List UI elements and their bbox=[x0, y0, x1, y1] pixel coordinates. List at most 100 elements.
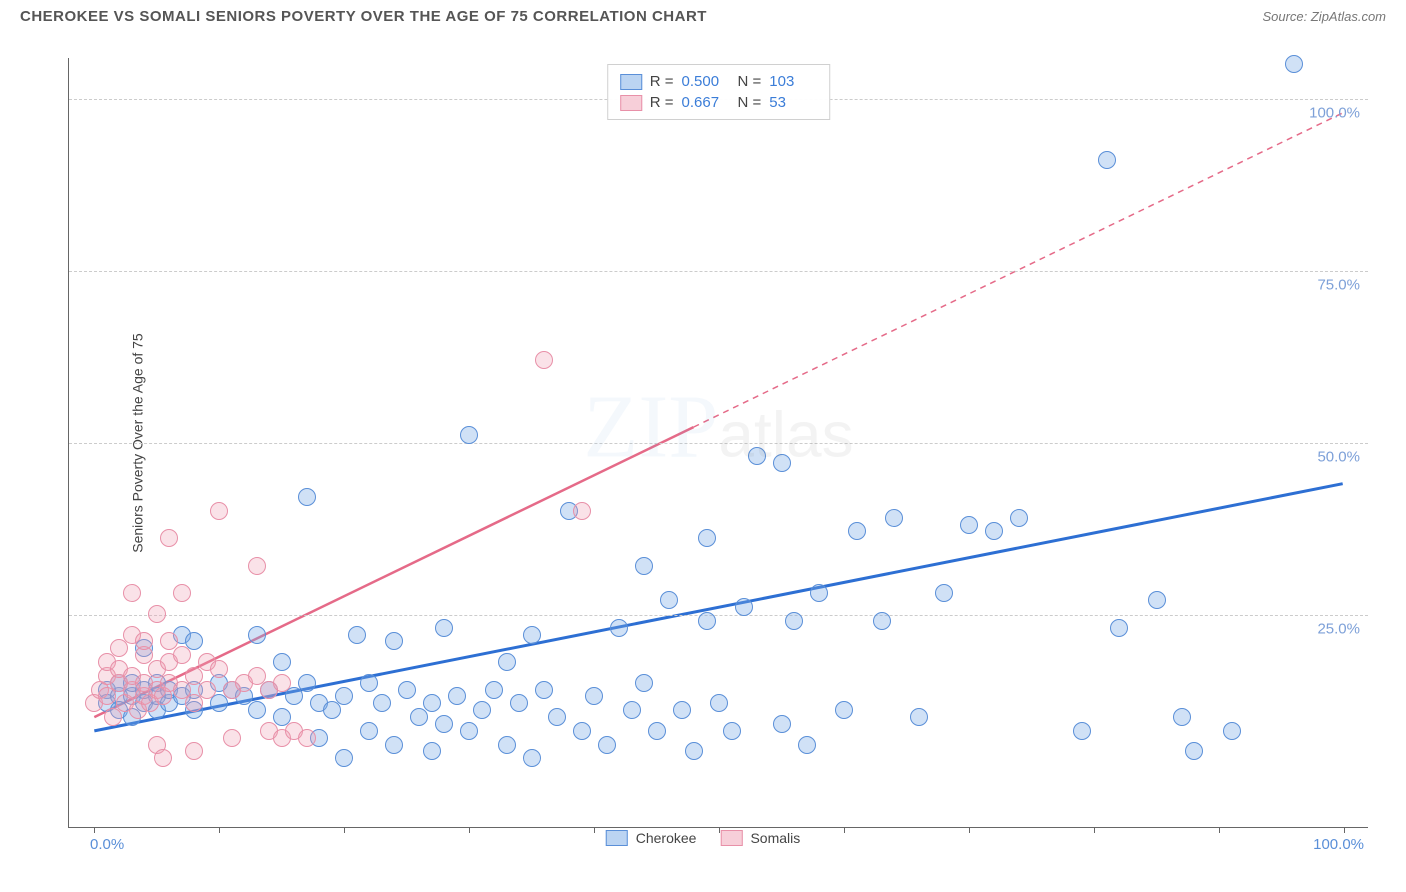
gridline bbox=[69, 271, 1368, 272]
data-point bbox=[373, 694, 391, 712]
data-point bbox=[185, 742, 203, 760]
data-point bbox=[160, 529, 178, 547]
data-point bbox=[548, 708, 566, 726]
data-point bbox=[873, 612, 891, 630]
data-point bbox=[573, 722, 591, 740]
series-legend: Cherokee Somalis bbox=[606, 830, 801, 846]
data-point bbox=[154, 749, 172, 767]
n-value: 103 bbox=[769, 73, 817, 90]
data-point bbox=[785, 612, 803, 630]
data-point bbox=[885, 509, 903, 527]
legend-swatch bbox=[620, 74, 642, 90]
legend-item: Cherokee bbox=[606, 830, 697, 846]
data-point bbox=[123, 584, 141, 602]
source-label: Source: ZipAtlas.com bbox=[1262, 9, 1386, 24]
data-point bbox=[298, 674, 316, 692]
data-point bbox=[423, 694, 441, 712]
data-point bbox=[685, 742, 703, 760]
y-tick-label: 100.0% bbox=[1309, 105, 1360, 122]
data-point bbox=[248, 701, 266, 719]
data-point bbox=[335, 749, 353, 767]
x-axis-min-label: 0.0% bbox=[90, 836, 124, 853]
data-point bbox=[460, 426, 478, 444]
x-tick bbox=[94, 827, 95, 833]
data-point bbox=[298, 729, 316, 747]
data-point bbox=[735, 598, 753, 616]
data-point bbox=[1173, 708, 1191, 726]
legend-label: Somalis bbox=[750, 830, 800, 846]
legend-row: R =0.667N =53 bbox=[620, 92, 818, 113]
x-tick bbox=[344, 827, 345, 833]
data-point bbox=[1185, 742, 1203, 760]
data-point bbox=[248, 557, 266, 575]
legend-swatch bbox=[720, 830, 742, 846]
y-tick-label: 25.0% bbox=[1317, 620, 1360, 637]
data-point bbox=[798, 736, 816, 754]
data-point bbox=[535, 351, 553, 369]
x-tick bbox=[1094, 827, 1095, 833]
data-point bbox=[173, 646, 191, 664]
r-label: R = bbox=[650, 73, 674, 90]
data-point bbox=[1110, 619, 1128, 637]
data-point bbox=[848, 522, 866, 540]
data-point bbox=[360, 722, 378, 740]
data-point bbox=[98, 687, 116, 705]
data-point bbox=[910, 708, 928, 726]
data-point bbox=[985, 522, 1003, 540]
data-point bbox=[448, 687, 466, 705]
plot-area: R =0.500N =103R =0.667N =53 ZIPatlas 0.0… bbox=[68, 58, 1368, 828]
legend-item: Somalis bbox=[720, 830, 800, 846]
data-point bbox=[485, 681, 503, 699]
data-point bbox=[298, 488, 316, 506]
x-tick bbox=[1219, 827, 1220, 833]
data-point bbox=[210, 660, 228, 678]
data-point bbox=[960, 516, 978, 534]
correlation-legend: R =0.500N =103R =0.667N =53 bbox=[607, 64, 831, 120]
x-tick bbox=[1344, 827, 1345, 833]
data-point bbox=[585, 687, 603, 705]
x-tick bbox=[594, 827, 595, 833]
data-point bbox=[198, 681, 216, 699]
data-point bbox=[635, 557, 653, 575]
data-point bbox=[248, 626, 266, 644]
data-point bbox=[148, 605, 166, 623]
data-point bbox=[223, 729, 241, 747]
data-point bbox=[273, 674, 291, 692]
gridline bbox=[69, 443, 1368, 444]
data-point bbox=[773, 715, 791, 733]
data-point bbox=[698, 529, 716, 547]
data-point bbox=[173, 584, 191, 602]
data-point bbox=[135, 632, 153, 650]
data-point bbox=[385, 632, 403, 650]
data-point bbox=[498, 653, 516, 671]
data-point bbox=[273, 653, 291, 671]
data-point bbox=[710, 694, 728, 712]
data-point bbox=[285, 687, 303, 705]
data-point bbox=[610, 619, 628, 637]
data-point bbox=[523, 626, 541, 644]
r-value: 0.667 bbox=[682, 94, 730, 111]
data-point bbox=[185, 694, 203, 712]
data-point bbox=[473, 701, 491, 719]
data-point bbox=[635, 674, 653, 692]
data-point bbox=[460, 722, 478, 740]
x-axis-max-label: 100.0% bbox=[1313, 836, 1364, 853]
r-label: R = bbox=[650, 94, 674, 111]
data-point bbox=[210, 694, 228, 712]
data-point bbox=[1223, 722, 1241, 740]
data-point bbox=[810, 584, 828, 602]
data-point bbox=[398, 681, 416, 699]
data-point bbox=[535, 681, 553, 699]
data-point bbox=[523, 749, 541, 767]
data-point bbox=[348, 626, 366, 644]
legend-swatch bbox=[606, 830, 628, 846]
data-point bbox=[323, 701, 341, 719]
data-point bbox=[748, 447, 766, 465]
data-point bbox=[648, 722, 666, 740]
data-point bbox=[1073, 722, 1091, 740]
data-point bbox=[598, 736, 616, 754]
legend-swatch bbox=[620, 95, 642, 111]
n-label: N = bbox=[738, 73, 762, 90]
data-point bbox=[773, 454, 791, 472]
data-point bbox=[1285, 55, 1303, 73]
